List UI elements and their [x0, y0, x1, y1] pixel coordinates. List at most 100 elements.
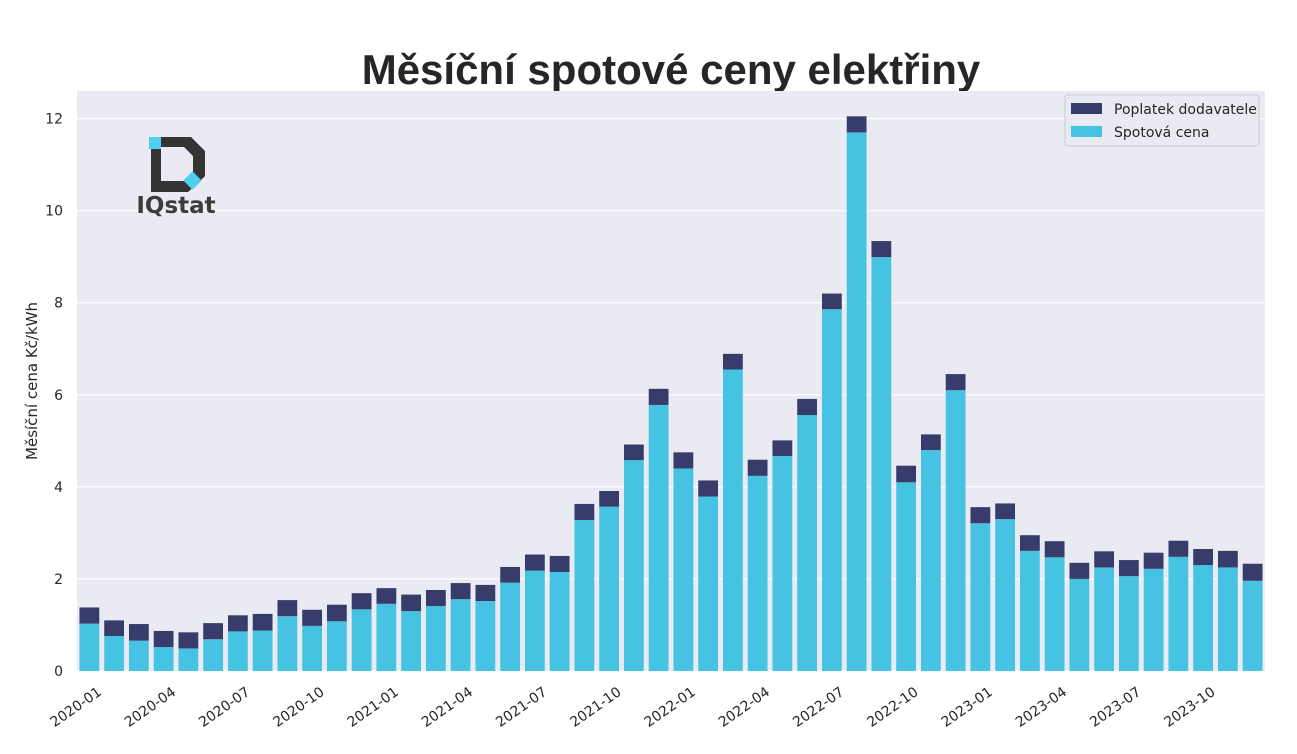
bar-fee-2021-10 [599, 491, 620, 507]
bar-fee-2022-02 [698, 480, 719, 497]
x-tick-label: 2023-07 [1087, 684, 1144, 731]
bar-spot-2021-04 [450, 599, 471, 671]
bar-fee-2020-06 [203, 623, 224, 640]
bar-spot-2020-12 [351, 609, 372, 671]
bar-fee-2020-10 [302, 609, 323, 626]
bar-fee-2022-04 [747, 459, 768, 476]
bar-fee-2020-08 [252, 613, 273, 631]
bar-spot-2020-05 [178, 648, 199, 671]
x-tick-label: 2022-07 [790, 684, 847, 731]
x-tick-label: 2022-01 [642, 684, 699, 731]
bar-fee-2022-11 [920, 434, 941, 451]
x-tick-label: 2020-07 [196, 684, 253, 731]
bar-fee-2020-09 [277, 600, 298, 617]
y-tick-label: 8 [54, 296, 63, 312]
bar-spot-2023-04 [1044, 557, 1065, 671]
bar-spot-2022-05 [772, 456, 793, 671]
bar-spot-2022-07 [821, 309, 842, 671]
bar-spot-2021-06 [500, 582, 521, 671]
bar-fee-2023-07 [1118, 560, 1139, 577]
bars [79, 116, 1263, 671]
x-tick-label: 2021-10 [567, 684, 624, 731]
bar-spot-2020-07 [227, 631, 248, 671]
bar-fee-2020-07 [227, 615, 248, 632]
bar-spot-2022-04 [747, 475, 768, 671]
logo-text: IQstat [136, 193, 215, 219]
bar-spot-2021-11 [623, 460, 644, 671]
bar-spot-2021-09 [574, 520, 595, 671]
bar-spot-2021-05 [475, 601, 496, 671]
bar-spot-2022-08 [846, 132, 867, 671]
x-tick-label: 2020-10 [270, 684, 327, 731]
x-tick-label: 2021-07 [493, 684, 550, 731]
bar-spot-2021-08 [549, 572, 570, 671]
bar-spot-2020-11 [326, 621, 347, 671]
x-tick-label: 2023-04 [1013, 684, 1070, 731]
bar-fee-2021-08 [549, 555, 570, 573]
bar-fee-2020-03 [128, 624, 149, 641]
bar-fee-2022-09 [871, 241, 892, 258]
bar-fee-2022-08 [846, 116, 867, 133]
bar-spot-2022-12 [945, 390, 966, 671]
bar-fee-2023-02 [995, 503, 1016, 520]
bar-fee-2020-01 [79, 607, 100, 624]
bar-fee-2021-05 [475, 584, 496, 602]
y-axis-label: Měsíční cena Kč/kWh [23, 302, 41, 460]
bar-spot-2021-01 [376, 603, 397, 671]
x-tick-label: 2023-01 [939, 684, 996, 731]
bar-fee-2022-10 [896, 465, 917, 483]
logo-mark-icon [149, 137, 205, 192]
y-tick-label: 6 [54, 388, 63, 404]
legend-swatch-fee [1071, 103, 1102, 114]
bar-spot-2023-07 [1118, 576, 1139, 671]
bar-fee-2021-04 [450, 583, 471, 600]
y-tick-label: 10 [45, 204, 63, 220]
x-tick-label: 2020-01 [48, 684, 105, 731]
bar-fee-2021-07 [524, 554, 545, 571]
bar-fee-2023-12 [1242, 563, 1263, 581]
bar-fee-2023-08 [1143, 552, 1164, 569]
bar-fee-2023-10 [1193, 549, 1214, 566]
bar-spot-2022-09 [871, 257, 892, 671]
bar-spot-2021-12 [648, 404, 669, 671]
bar-spot-2020-08 [252, 630, 273, 671]
chart-title: Měsíční spotové ceny elektřiny [362, 46, 981, 93]
legend-box [1064, 94, 1260, 147]
bar-spot-2020-06 [203, 639, 224, 671]
bar-fee-2023-04 [1044, 541, 1065, 558]
bar-fee-2022-03 [722, 353, 743, 370]
bar-spot-2023-06 [1094, 567, 1115, 671]
y-axis-ticks: 0 2 4 6 8 10 12 [45, 112, 63, 680]
x-tick-label: 2023-10 [1161, 684, 1218, 731]
bar-spot-2022-02 [698, 496, 719, 671]
x-tick-label: 2021-01 [345, 684, 402, 731]
bar-spot-2023-11 [1217, 567, 1238, 671]
x-axis-ticks: 2020-01 2020-04 2020-07 2020-10 2021-01 2021-… [48, 684, 1219, 731]
bar-fee-2021-11 [623, 444, 644, 461]
bar-fee-2023-01 [970, 507, 991, 524]
bar-fee-2022-07 [821, 293, 842, 310]
bar-spot-2020-03 [128, 640, 149, 671]
bar-fee-2020-02 [104, 620, 125, 637]
bar-fee-2021-09 [574, 503, 595, 521]
x-tick-label: 2020-04 [122, 684, 179, 731]
bar-fee-2020-04 [153, 630, 174, 648]
bar-spot-2023-05 [1069, 578, 1090, 671]
bar-spot-2022-10 [896, 482, 917, 671]
x-tick-label: 2021-04 [419, 684, 476, 731]
y-tick-label: 4 [54, 480, 63, 496]
bar-fee-2021-01 [376, 588, 397, 604]
x-tick-label: 2022-10 [864, 684, 921, 731]
bar-spot-2021-10 [599, 506, 620, 671]
bar-spot-2022-01 [673, 468, 694, 671]
plot-area [77, 91, 1265, 671]
bar-fee-2022-06 [797, 398, 818, 416]
bar-spot-2023-09 [1168, 556, 1189, 671]
bar-spot-2021-02 [401, 611, 422, 671]
bar-spot-2020-10 [302, 625, 323, 671]
bar-fee-2023-05 [1069, 562, 1090, 579]
bar-fee-2023-11 [1217, 550, 1238, 568]
bar-spot-2022-06 [797, 415, 818, 671]
bar-fee-2022-01 [673, 452, 694, 469]
bar-spot-2023-10 [1193, 565, 1214, 671]
